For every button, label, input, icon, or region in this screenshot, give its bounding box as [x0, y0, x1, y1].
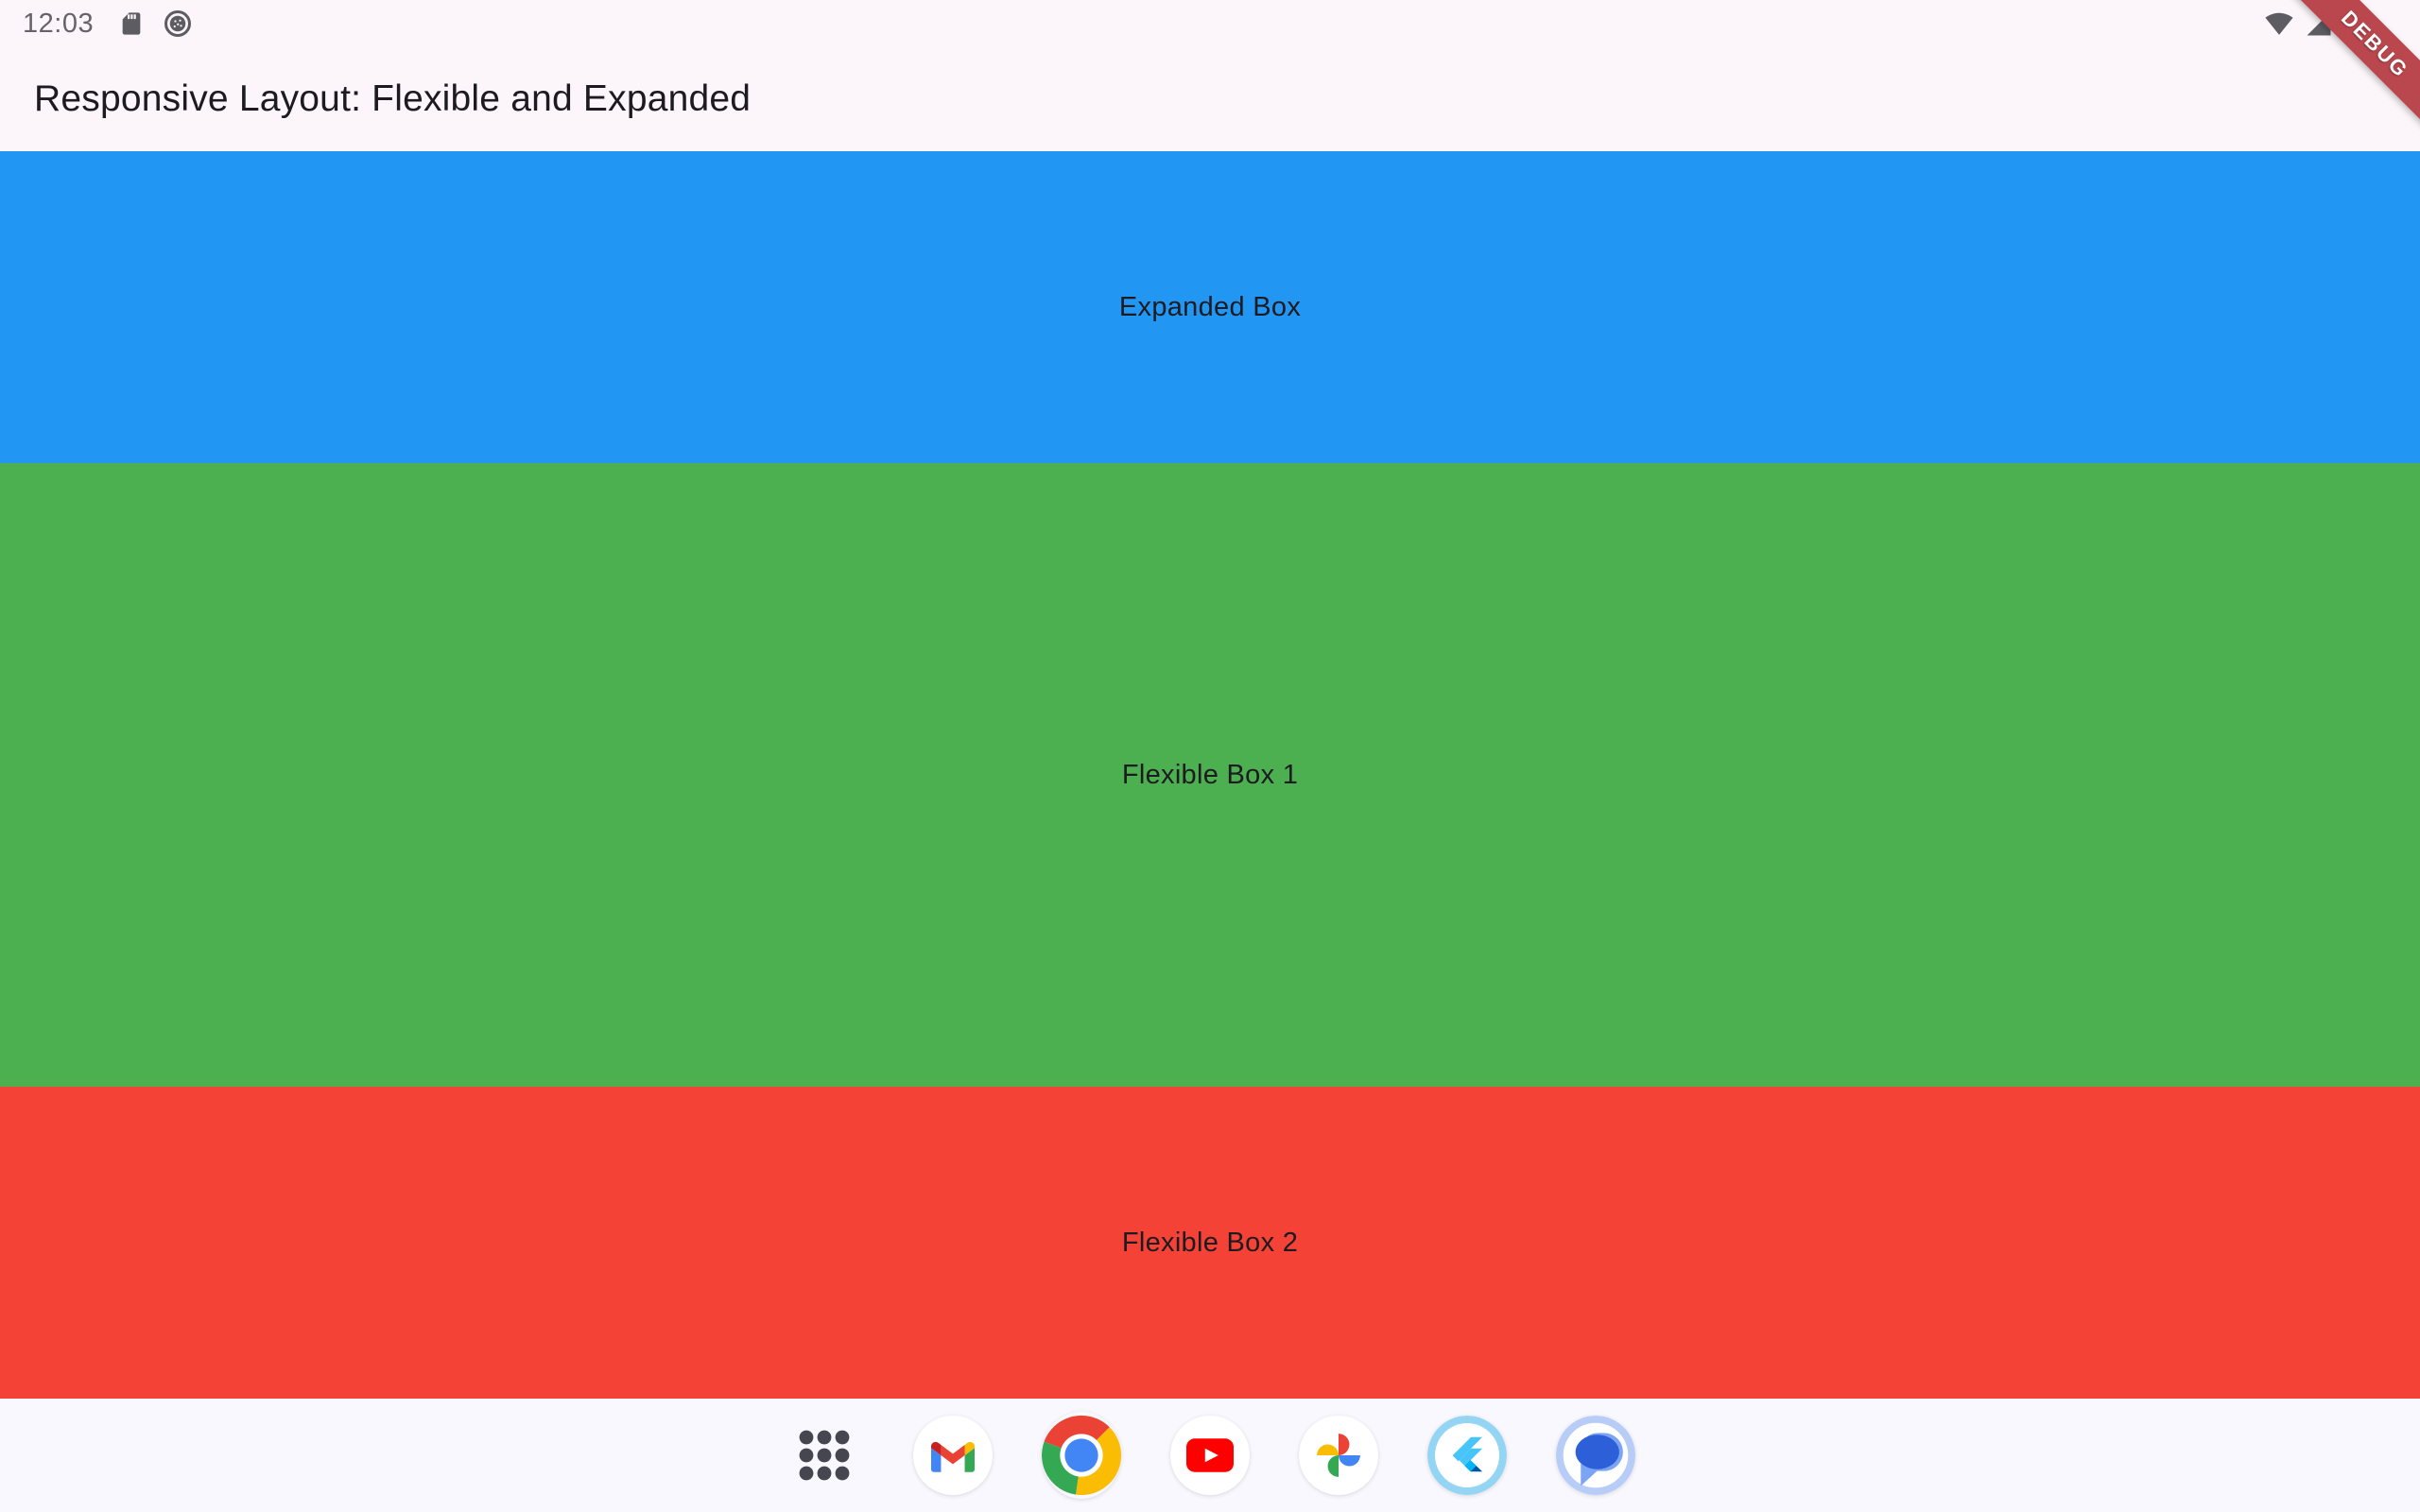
flexible-box-2: Flexible Box 2 — [0, 1087, 2420, 1399]
dock-app-flutter[interactable] — [1427, 1416, 1507, 1495]
flexible-box-1: Flexible Box 1 — [0, 463, 2420, 1087]
flutter-icon — [1427, 1416, 1507, 1495]
dock-app-gmail[interactable] — [913, 1416, 993, 1495]
all-apps-button[interactable] — [785, 1416, 864, 1495]
taskbar — [0, 1399, 2420, 1512]
flexible-box-1-label: Flexible Box 1 — [1121, 759, 1299, 790]
expanded-box: Expanded Box — [0, 151, 2420, 463]
google-photos-icon — [1317, 1434, 1360, 1477]
system-status-icon — [164, 10, 192, 37]
gmail-icon — [931, 1441, 975, 1472]
expanded-box-label: Expanded Box — [1118, 291, 1302, 322]
status-bar-left: 12:03 — [23, 9, 192, 40]
status-time: 12:03 — [23, 8, 95, 39]
gmail-icon-bg — [913, 1416, 993, 1495]
flexible-box-2-label: Flexible Box 2 — [1121, 1227, 1299, 1258]
dock-app-chrome[interactable] — [1042, 1415, 1121, 1495]
page-title: Responsive Layout: Flexible and Expanded — [34, 78, 752, 119]
sd-card-icon — [122, 12, 141, 35]
chrome-icon — [1042, 1415, 1121, 1495]
dock-app-photos[interactable] — [1299, 1416, 1378, 1495]
dock-app-messages[interactable] — [1556, 1416, 1635, 1495]
wifi-icon — [2265, 12, 2293, 35]
dock-app-youtube[interactable] — [1170, 1416, 1250, 1495]
layout-demo-column: Expanded Box Flexible Box 1 Flexible Box… — [0, 151, 2420, 1399]
all-apps-grid-icon — [799, 1430, 850, 1481]
status-bar: 12:03 — [0, 0, 2420, 47]
youtube-icon-bg — [1170, 1416, 1250, 1495]
google-photos-icon-bg — [1299, 1416, 1378, 1495]
messages-icon — [1556, 1416, 1635, 1495]
youtube-icon — [1186, 1438, 1234, 1472]
app-bar: Responsive Layout: Flexible and Expanded — [0, 47, 2420, 151]
